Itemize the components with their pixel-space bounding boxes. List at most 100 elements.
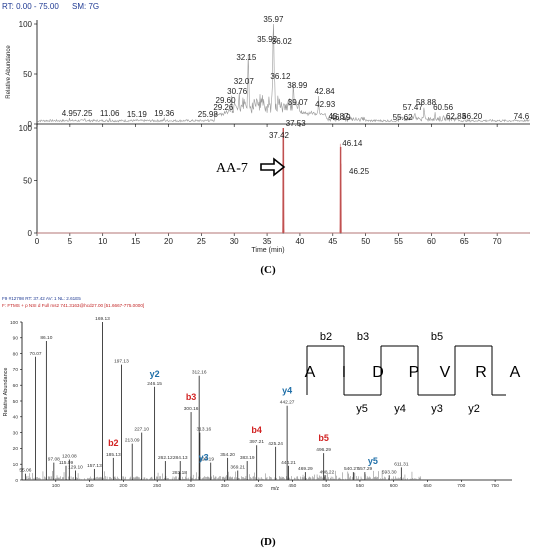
chromatogram-trace (36, 23, 530, 123)
y-tick-label: 100 (10, 320, 18, 326)
x-tick-label: 0 (35, 237, 40, 246)
y-fragment-label: y3 (431, 403, 443, 415)
x-tick-label: 500 (322, 483, 330, 489)
peak-mz-label: 557.29 (358, 466, 373, 472)
peak-label: 58.88 (416, 98, 437, 107)
peak-mz-label: 611.31 (394, 461, 409, 467)
peak-label: 37.42 (269, 131, 290, 140)
y-tick-label: 100 (19, 20, 33, 29)
ion-label-b2: b2 (108, 438, 119, 448)
peak-label: 66.20 (462, 112, 483, 121)
b-fragment-label: b5 (431, 331, 443, 343)
residue-letter: P (409, 364, 420, 381)
peak-label: 32.07 (234, 77, 255, 86)
peak-mz-label: 498.22 (320, 469, 335, 475)
panel-c-bottom-peak-labels: 37.42 37.53 46.14 46.25 (269, 119, 370, 176)
peak-mz-label: 169.13 (95, 316, 110, 322)
x-tick-label: 450 (288, 483, 296, 489)
peak-label: 42.93 (315, 100, 336, 109)
x-tick-label: 40 (295, 237, 304, 246)
peak-label: 62.83 (446, 112, 467, 121)
peak-mz-label: 246.15 (147, 381, 162, 387)
ion-label-y2: y2 (150, 369, 160, 379)
y-tick-label: 50 (23, 70, 32, 79)
peak-label: 55.62 (393, 113, 414, 122)
x-tick-label: 550 (356, 483, 364, 489)
panel-c-xlabel: Time (min) (251, 247, 284, 254)
y-tick-label: 20 (13, 446, 19, 452)
panel-c-header-sm: SM: 7G (72, 2, 99, 11)
y-tick-label: 10 (13, 462, 19, 468)
x-tick-label: 250 (153, 483, 161, 489)
peak-mz-label: 129.10 (68, 465, 83, 471)
peak-label: 46.19 (331, 113, 352, 122)
panel-d-ylabel: Relative Abundance (3, 368, 9, 417)
peak-mz-label: 227.10 (134, 427, 149, 433)
residue-letter: I (342, 364, 346, 381)
x-tick-label: 150 (86, 483, 94, 489)
x-tick-label: 35 (263, 237, 272, 246)
peak-mz-label: 354.20 (220, 452, 235, 458)
peak-mz-label: 284.13 (173, 455, 188, 461)
x-tick-label: 600 (390, 483, 398, 489)
peak-mz-label: 444.21 (281, 460, 296, 466)
peak-label: 32.15 (236, 53, 257, 62)
y-tick-label: 60 (13, 383, 19, 389)
panel-d-xlabel: m/z (271, 486, 280, 492)
peak-label: 11.06 (100, 109, 120, 118)
ion-label-y5: y5 (368, 456, 378, 466)
aa7-label: AA-7 (216, 161, 248, 176)
x-tick-label: 350 (221, 483, 229, 489)
panel-c-top-axes: 0 50 100 (19, 20, 530, 129)
panel-c: RT: 0.00 - 75.00 SM: 7G Relative Abundan… (2, 2, 530, 276)
b-fragment-label: b2 (320, 331, 332, 343)
panel-d-header-line2: F: FTMS + p NSI d Full ms2 741.3163@hcd2… (2, 303, 144, 308)
peak-label: 45.87 (329, 112, 350, 121)
peak-mz-label: 540.27 (344, 466, 359, 472)
peak-mz-label: 313.16 (197, 427, 212, 433)
x-tick-label: 10 (98, 237, 107, 246)
x-tick-label: 25 (197, 237, 206, 246)
peak-label: 4.95 (62, 109, 78, 118)
peak-label: 46.14 (342, 139, 363, 148)
peak-label: 57.47 (403, 103, 424, 112)
panel-c-header-rt: RT: 0.00 - 75.00 (2, 2, 59, 11)
y-tick-label: 40 (13, 415, 19, 421)
x-tick-label: 45 (328, 237, 337, 246)
y-fragment-label: y4 (394, 403, 406, 415)
peak-mz-label: 120.08 (62, 453, 77, 459)
peak-label: 25.98 (198, 110, 219, 119)
peak-mz-label: 55.06 (19, 468, 31, 474)
peak-mz-label: 86.10 (40, 335, 52, 341)
y-tick-label: 50 (13, 399, 19, 405)
x-tick-label: 100 (52, 483, 60, 489)
panel-d-header-line1: F9 #12798 RT: 37.42 AV: 1 NL: 2.61E5 (2, 296, 81, 301)
peak-label: 35.92 (257, 35, 278, 44)
x-tick-label: 750 (491, 483, 499, 489)
peak-mz-label: 442.27 (280, 400, 295, 406)
peak-mz-label: 115.09 (59, 460, 74, 466)
y-tick-label: 70 (13, 367, 19, 373)
panel-c-bottom-trace (37, 127, 530, 234)
x-tick-label: 30 (230, 237, 239, 246)
peak-label: 46.25 (349, 167, 370, 176)
peak-mz-label: 329.19 (199, 457, 214, 463)
peak-label: 19.36 (154, 109, 175, 118)
peak-label: 30.76 (227, 87, 248, 96)
x-tick-label: 400 (255, 483, 263, 489)
y-fragment-label: y2 (468, 403, 480, 415)
x-tick-label: 650 (424, 483, 432, 489)
y-fragment-label: y5 (356, 403, 368, 415)
x-tick-label: 300 (187, 483, 195, 489)
peptide-sequence-diagram: A I D P V R A b2 b3 b5 y5 y4 y3 y2 (305, 331, 521, 415)
peak-label: 29.60 (216, 96, 237, 105)
residue-letter: D (372, 364, 384, 381)
ion-label-y3: y3 (199, 453, 209, 463)
peak-label: 38.99 (287, 81, 308, 90)
ion-label-b5: b5 (318, 433, 329, 443)
y-tick-label: 100 (19, 124, 33, 133)
panel-c-top-trace (36, 23, 530, 123)
ion-label-b3: b3 (186, 392, 197, 402)
y-tick-label: 90 (13, 336, 19, 342)
